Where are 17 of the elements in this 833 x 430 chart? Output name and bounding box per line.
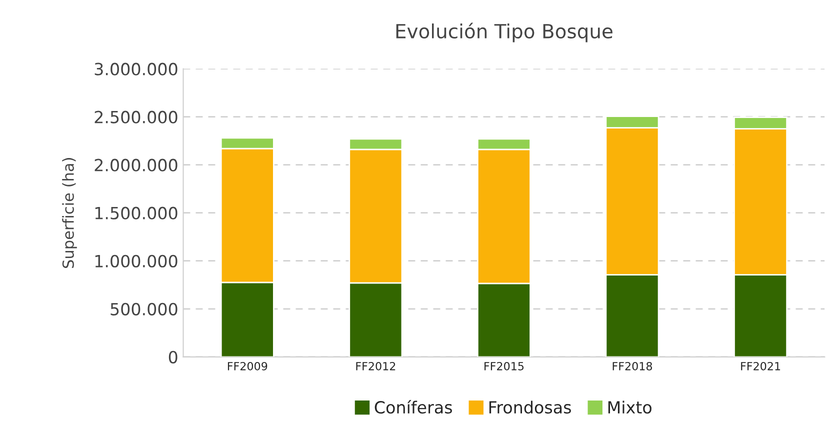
- y-tick-label: 500.000: [110, 302, 178, 316]
- y-tick-label: 3.000.000: [94, 62, 178, 76]
- y-tick-label: 1.000.000: [95, 254, 178, 268]
- legend-label: Coníferas: [374, 400, 452, 414]
- x-tick-label: FF2012: [356, 362, 396, 370]
- y-tick-label: 0: [168, 350, 178, 364]
- y-tick-label: 2.000.000: [94, 158, 178, 172]
- x-tick-label: FF2009: [228, 362, 268, 370]
- legend-label: Mixto: [608, 400, 652, 414]
- y-tick-label: 2.500.000: [94, 110, 178, 124]
- chart-title: Evolución Tipo Bosque: [396, 22, 612, 42]
- y-tick-label: 1.500.000: [95, 206, 178, 220]
- x-tick-label: FF2021: [741, 362, 780, 370]
- y-axis-title: Superficie (ha): [62, 158, 77, 268]
- legend-label: Frondosas: [489, 400, 571, 414]
- x-tick-label: FF2018: [612, 362, 652, 370]
- x-tick-label: FF2015: [484, 362, 524, 370]
